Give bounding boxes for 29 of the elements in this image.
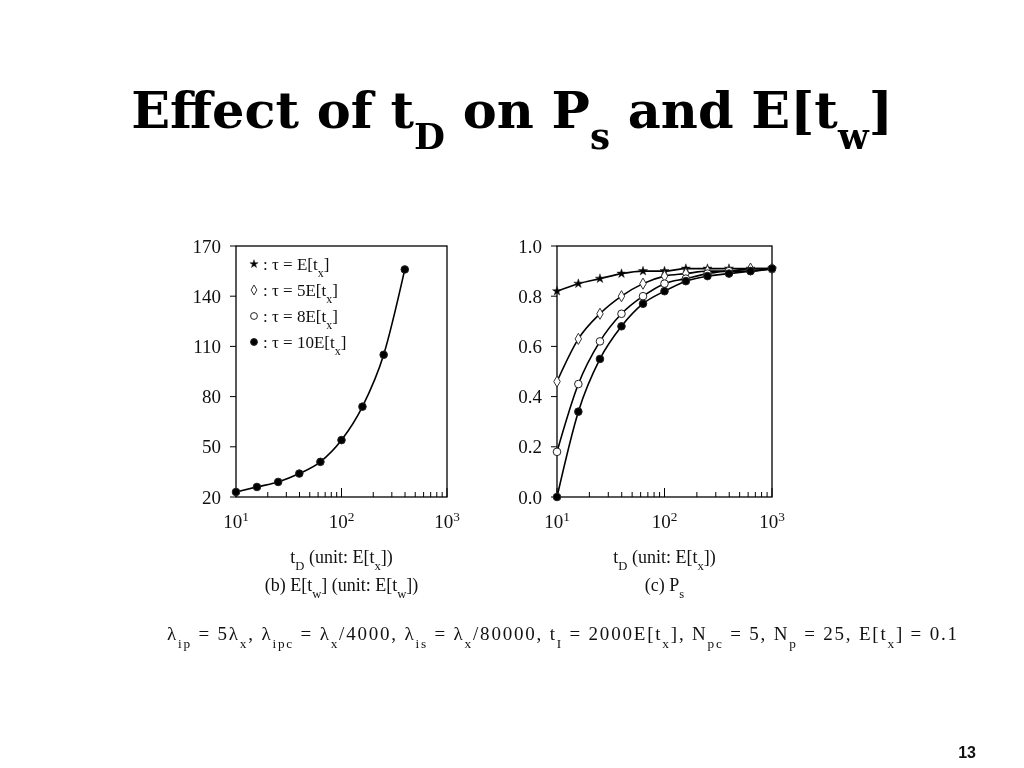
y-tick-label: 80 bbox=[202, 386, 221, 408]
x-tick-label: 10$^{2}$ bbox=[651, 508, 678, 532]
text: λ$_{ip}$ = 5λ$_{x}$, λ$_{ipc}$ = λ$_{x}$/4000, λ$_{is}$ = λ$_{x}$/80000, t$_{I}$ = 2000E[t$_{x}$], N$_{pc}$ = 5, N$_{p}$ = 25, E[t$_{x}$] = 0.1 bbox=[167, 623, 957, 651]
y-tick-label: 50 bbox=[202, 436, 221, 458]
y-tick-label: 140 bbox=[192, 285, 221, 307]
chart-title: Effect of t$_{D}$ on P$_{s}$ and E[t$_{w}$] bbox=[131, 80, 893, 157]
y-tick-label: 110 bbox=[193, 336, 221, 358]
text: (c) P$_{s}$ bbox=[644, 575, 685, 601]
legend-label: : τ = 10E[t$_{x}$] bbox=[263, 332, 347, 358]
y-tick-label: 0.4 bbox=[518, 386, 543, 408]
legend-label: : τ = 5E[t$_{x}$] bbox=[263, 280, 338, 306]
y-tick-label: 170 bbox=[192, 235, 221, 257]
x-tick-label: 10$^{3}$ bbox=[759, 508, 786, 532]
y-tick-label: 0.0 bbox=[518, 486, 542, 508]
y-tick-label: 20 bbox=[202, 486, 221, 508]
y-tick-label: 0.2 bbox=[518, 436, 542, 458]
y-tick-label: 0.6 bbox=[518, 336, 542, 358]
x-tick-label: 10$^{2}$ bbox=[328, 508, 355, 532]
x-tick-label: 10$^{1}$ bbox=[223, 508, 249, 532]
x-axis-title: t$_{D}$ (unit: E[t$_{x}$]) bbox=[613, 547, 716, 573]
x-axis-title: t$_{D}$ (unit: E[t$_{x}$]) bbox=[290, 547, 393, 573]
x-tick-label: 10$^{3}$ bbox=[434, 508, 461, 532]
y-tick-label: 0.8 bbox=[518, 285, 542, 307]
x-tick-label: 10$^{1}$ bbox=[544, 508, 570, 532]
text: (b) E[t$_{w}$] (unit: E[t$_{w}$]) bbox=[264, 575, 419, 601]
legend-label: : τ = 8E[t$_{x}$] bbox=[263, 306, 338, 332]
text: 13 bbox=[958, 744, 977, 761]
y-tick-label: 1.0 bbox=[518, 235, 542, 257]
legend-label: : τ = E[t$_{x}$] bbox=[263, 254, 330, 280]
